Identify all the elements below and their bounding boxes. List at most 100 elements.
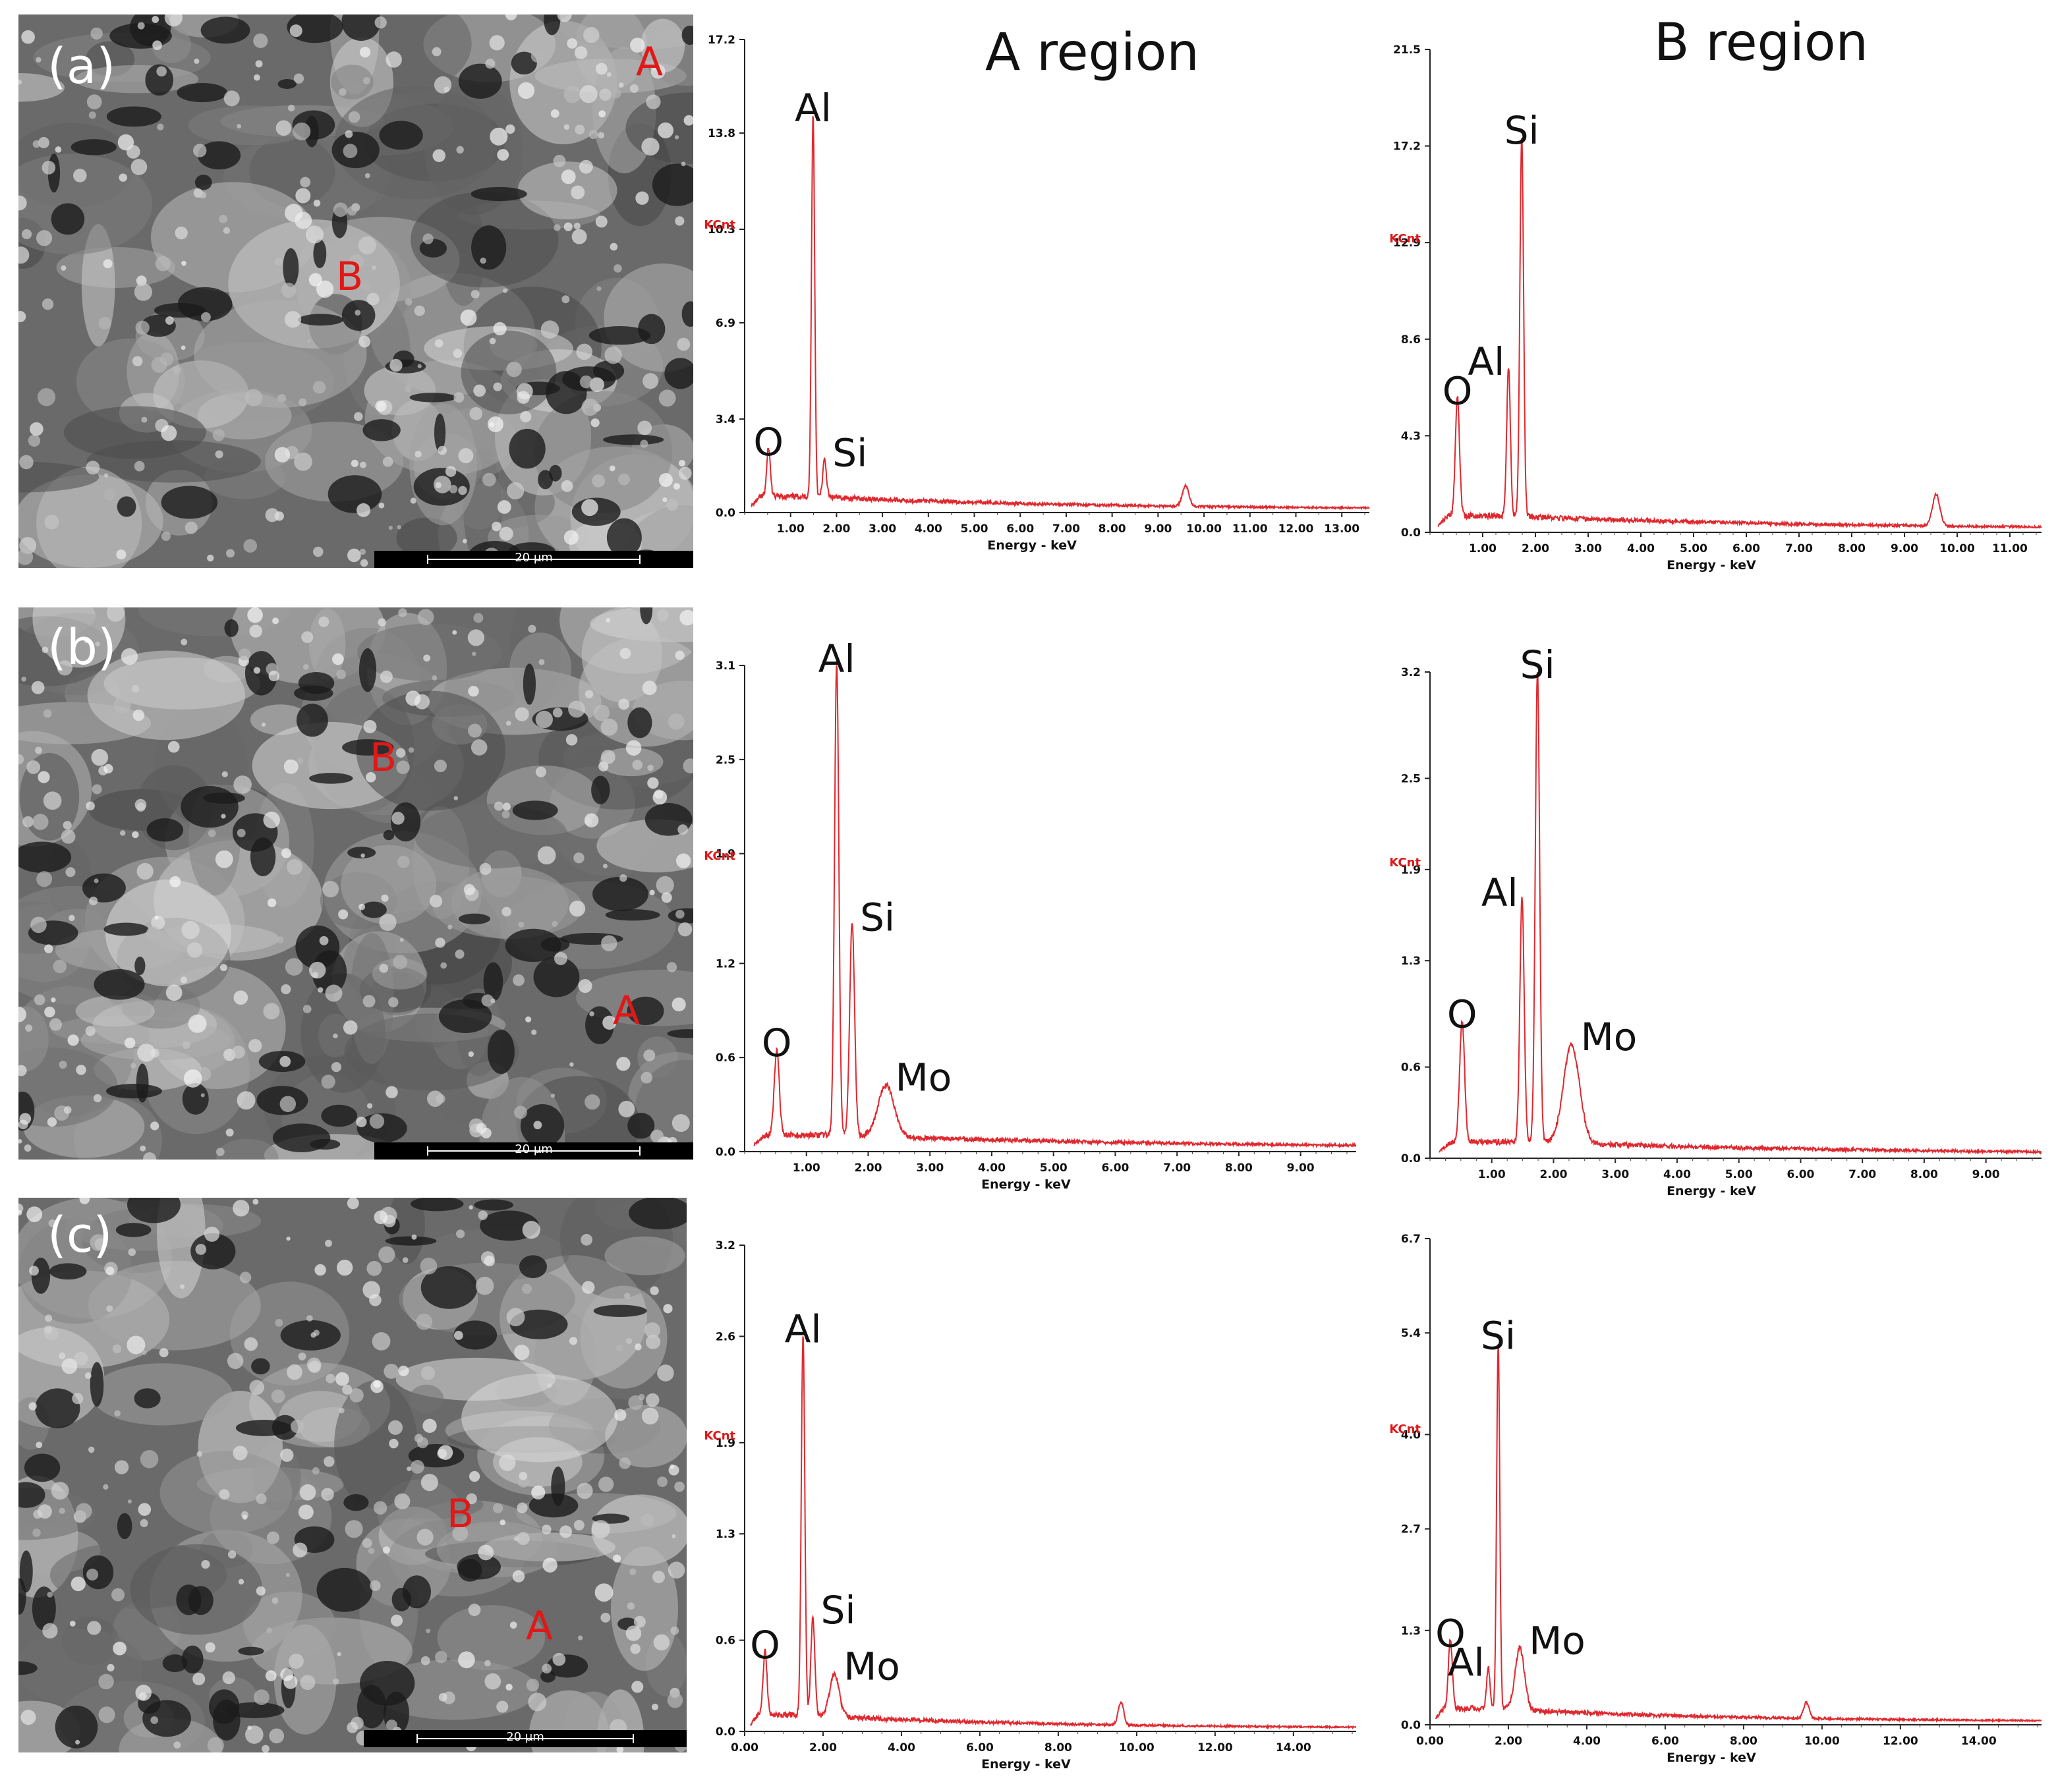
y-tick-label: 1.3 [1401,1625,1421,1638]
peak-label-al: Al [1468,339,1504,384]
y-tick-label: 1.9 [716,1437,735,1450]
x-tick-label: 2.00 [809,1741,837,1754]
x-tick-label: 6.00 [1006,522,1034,536]
y-tick-label: 1.3 [716,1528,735,1541]
x-tick-label: 0.00 [1416,1735,1444,1748]
y-axis-unit-label: KCnt [1389,232,1421,246]
y-tick-label: 6.7 [1401,1233,1421,1246]
y-tick-label: 4.3 [1401,430,1421,443]
peak-label-o: O [1443,368,1473,413]
y-tick-label: 0.6 [716,1051,735,1065]
y-tick-label: 0.0 [716,507,735,520]
peak-label-si: Si [1481,1314,1516,1358]
peak-label-si: Si [821,1588,856,1633]
x-tick-label: 8.00 [1730,1735,1758,1748]
peak-label-si: Si [860,895,895,940]
x-tick-label: 9.00 [1891,542,1918,555]
region-mark-b-B: B [370,735,397,781]
y-tick-label: 0.0 [1401,1719,1421,1732]
x-tick-label: 8.00 [1044,1741,1072,1754]
x-tick-label: 4.00 [915,522,942,536]
y-tick-label: 0.0 [716,1146,735,1159]
y-axis-unit-label: KCnt [704,1429,735,1443]
y-tick-label: 0.0 [1401,526,1421,540]
panel-label-b: (b) [47,619,117,676]
x-tick-label: 3.00 [869,522,896,536]
region-mark-b-A: A [613,988,641,1034]
y-axis-unit-label: KCnt [1389,856,1421,870]
scale-bar-b: 20 μm [374,1142,693,1160]
y-tick-label: 4.0 [1401,1428,1421,1442]
x-axis-title: Energy - keV [1667,558,1756,573]
peak-label-mo: Mo [896,1055,952,1100]
spectrum-line [1439,672,2042,1156]
y-tick-label: 1.3 [1401,955,1421,968]
y-tick-label: 17.2 [708,34,735,47]
x-tick-label: 10.00 [1119,1741,1155,1754]
x-tick-label: 8.00 [1838,542,1866,555]
y-tick-label: 13.8 [708,127,735,140]
x-tick-label: 6.00 [1732,542,1760,555]
y-axis-unit-label: KCnt [704,849,735,863]
peak-label-al: Al [795,86,832,130]
sem-image-c: (c) B A 20 μm [18,1198,687,1752]
spectrum-line [749,1336,1357,1730]
x-tick-label: 7.00 [1052,522,1080,536]
y-tick-label: 2.6 [716,1330,735,1343]
y-tick-label: 3.2 [716,1239,735,1252]
region-mark-a-B: B [336,254,364,300]
region-mark-a-A: A [636,39,664,85]
y-tick-label: 0.0 [716,1725,735,1739]
x-tick-label: 8.00 [1099,522,1126,536]
x-tick-label: 12.00 [1197,1741,1233,1754]
x-tick-label: 6.00 [1651,1735,1679,1748]
x-tick-label: 6.00 [1786,1168,1814,1181]
peak-label-mo: Mo [1529,1618,1586,1663]
scale-bar-text-c: 20 μm [506,1730,544,1744]
scale-bar-c: 20 μm [364,1730,687,1747]
y-tick-label: 1.2 [716,957,735,970]
y-tick-label: 3.1 [716,659,735,673]
x-tick-label: 0.00 [731,1741,758,1754]
x-tick-label: 2.00 [822,522,850,536]
peak-label-si: Si [1520,642,1555,687]
title-a-region: A region [985,23,1199,82]
x-tick-label: 12.00 [1278,522,1314,536]
title-b-region: B region [1654,13,1868,72]
y-tick-label: 1.9 [716,848,735,861]
peak-label-si: Si [1504,108,1539,153]
x-tick-label: 10.00 [1939,542,1975,555]
x-tick-label: 11.00 [1232,522,1268,536]
y-tick-label: 8.6 [1401,333,1421,347]
x-tick-label: 9.00 [1972,1168,2000,1181]
x-tick-label: 9.00 [1144,522,1172,536]
peak-label-al: Al [785,1306,822,1351]
x-tick-label: 10.00 [1804,1735,1840,1748]
peak-label-o: O [750,1623,780,1667]
x-tick-label: 5.00 [1040,1162,1068,1175]
x-tick-label: 3.00 [1601,1168,1629,1181]
y-axis-unit-label: KCnt [704,218,735,232]
y-tick-label: 1.9 [1401,864,1421,877]
y-tick-label: 10.3 [708,223,735,237]
y-tick-label: 6.9 [716,317,735,330]
x-axis-title: Energy - keV [981,1757,1071,1772]
peak-label-si: Si [832,431,867,476]
x-tick-label: 7.00 [1848,1168,1876,1181]
x-tick-label: 4.00 [978,1162,1006,1175]
y-tick-label: 0.0 [1401,1152,1421,1165]
y-tick-label: 21.5 [1393,43,1421,57]
x-tick-label: 5.00 [1725,1168,1753,1181]
panel-label-c: (c) [47,1207,113,1264]
x-tick-label: 7.00 [1785,542,1813,555]
x-tick-label: 6.00 [966,1741,994,1754]
spectrum-line [751,116,1370,511]
x-tick-label: 8.00 [1225,1162,1253,1175]
spectrum-line [1437,138,2042,530]
y-tick-label: 3.4 [716,413,735,426]
sem-image-a: (a) A B 20 μm [18,14,693,568]
eds-spectrum-b-A: 0.0 0.6 1.2 1.9 2.5 3.1 KCnt 1.00 2.00 3.00 4.00 5.… [704,636,1357,1192]
peak-label-o: O [1447,992,1477,1037]
region-mark-c-B: B [447,1491,474,1537]
peak-label-al: Al [1448,1640,1485,1685]
